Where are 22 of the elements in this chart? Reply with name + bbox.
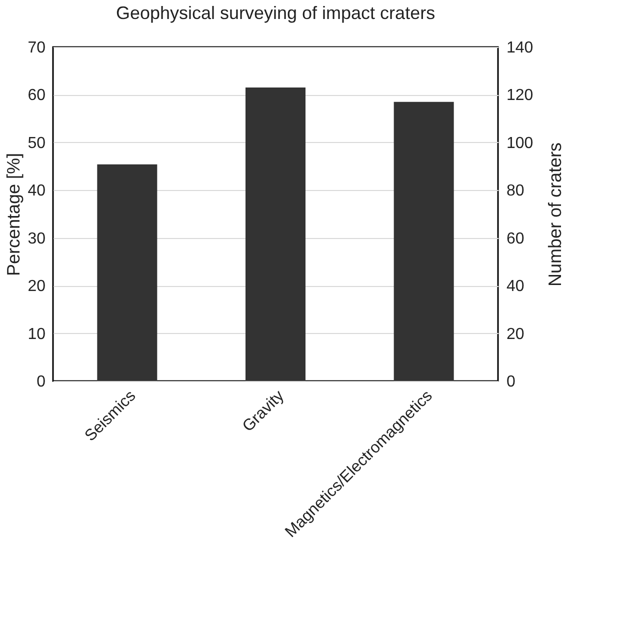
y-tick-label: 10 xyxy=(28,326,46,343)
y2-tick-label: 40 xyxy=(506,278,524,296)
y-axis-title: Percentage [%] xyxy=(4,152,24,276)
y-tick-label: 50 xyxy=(28,134,46,152)
y2-tick-label: 120 xyxy=(506,87,534,104)
y-tick-label: 40 xyxy=(28,182,46,200)
bar xyxy=(394,102,454,381)
y2-tick-label: 0 xyxy=(506,374,516,390)
y2-tick-label: 20 xyxy=(506,326,524,343)
y2-axis-title: Number of craters xyxy=(545,142,566,287)
y2-tick-label: 80 xyxy=(506,182,524,200)
y-tick-label: 20 xyxy=(28,278,46,296)
chart-title: Geophysical surveying of impact craters xyxy=(116,3,436,23)
bar xyxy=(246,88,306,381)
y2-tick-label: 100 xyxy=(506,134,534,152)
y2-tick-label: 140 xyxy=(506,40,534,56)
bar xyxy=(97,164,158,381)
y-tick-label: 0 xyxy=(36,374,46,390)
y-tick-label: 70 xyxy=(28,40,46,56)
y-tick-label: 30 xyxy=(28,230,46,248)
y-tick-label: 60 xyxy=(28,87,46,104)
y2-tick-label: 60 xyxy=(506,230,524,248)
